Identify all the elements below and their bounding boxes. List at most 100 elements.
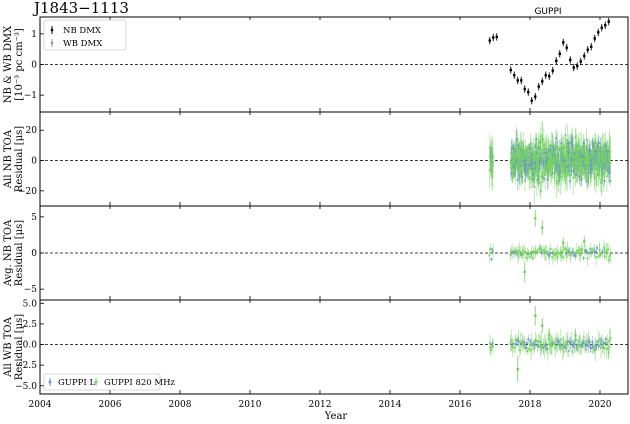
dmx-point	[537, 85, 540, 88]
x-tick-label: 2014	[379, 400, 402, 410]
y-tick-label: 1	[31, 30, 37, 40]
toa-point	[492, 345, 494, 347]
toa-point	[530, 349, 532, 351]
dmx-point	[530, 99, 533, 102]
toa-point	[525, 342, 528, 345]
toa-point	[510, 339, 513, 342]
dmx-point	[607, 20, 610, 23]
toa-point	[529, 175, 531, 178]
toa-point	[557, 340, 560, 343]
toa-point	[531, 344, 534, 347]
toa-point	[511, 171, 514, 174]
toa-point	[594, 168, 596, 171]
toa-point	[527, 253, 530, 256]
dmx-point	[600, 26, 603, 29]
toa-point	[608, 339, 611, 342]
toa-point	[516, 339, 518, 342]
toa-point	[559, 253, 562, 255]
toa-point	[585, 249, 588, 252]
toa-point	[555, 167, 557, 170]
toa-point	[593, 250, 596, 253]
toa-point	[517, 252, 520, 255]
y-tick-label: −1	[24, 91, 37, 101]
toa-point	[588, 339, 591, 342]
toa-point	[524, 162, 526, 165]
toa-point	[609, 179, 612, 182]
y-axis-label: [10⁻³ pc cm⁻³]	[14, 28, 25, 101]
toa-point	[594, 147, 597, 150]
toa-point	[595, 148, 598, 151]
toa-point	[566, 343, 569, 346]
toa-point	[549, 344, 552, 347]
x-axis-label: Year	[324, 411, 348, 422]
toa-point	[551, 172, 554, 174]
toa-point	[518, 149, 521, 152]
panel-wb: −5.0 −2.5 0.0 2.5 5.0 2004 2006 2008 2010 2012 201…	[3, 299, 629, 410]
toa-point	[550, 173, 552, 176]
toa-point	[559, 170, 562, 173]
toa-point	[562, 248, 565, 251]
toa-point	[551, 256, 554, 259]
toa-point	[521, 340, 523, 342]
toa-point	[588, 341, 590, 344]
toa-point	[549, 145, 552, 147]
toa-point	[603, 248, 606, 251]
legend-guppi-820: GUPPI 820 MHz	[104, 378, 175, 388]
toa-point	[604, 342, 607, 345]
toa-point	[605, 338, 607, 340]
backend-annotation: GUPPI	[534, 7, 561, 17]
toa-point	[558, 343, 561, 346]
legend-box	[43, 373, 161, 391]
dmx-point	[558, 52, 561, 55]
toa-point	[549, 343, 552, 346]
toa-point	[602, 347, 604, 349]
toa-point	[544, 344, 547, 347]
toa-point	[590, 252, 592, 254]
y-tick-label: 0	[31, 61, 37, 71]
toa-point	[541, 135, 543, 138]
x-tick-label: 2010	[239, 400, 262, 410]
outlier-point	[541, 226, 544, 229]
toa-point	[578, 248, 581, 251]
toa-point	[583, 142, 585, 145]
toa-point	[597, 345, 600, 347]
dmx-point	[593, 37, 596, 40]
y-tick-label: 5	[31, 213, 37, 223]
toa-point	[559, 175, 562, 178]
toa-point	[582, 165, 585, 167]
toa-point	[514, 249, 517, 252]
toa-point	[527, 171, 529, 174]
toa-point	[569, 342, 572, 345]
toa-point	[594, 158, 597, 161]
toa-point	[530, 342, 533, 345]
toa-point	[565, 341, 568, 344]
toa-point	[491, 174, 494, 177]
toa-point	[541, 251, 543, 254]
toa-point	[567, 165, 570, 167]
toa-point	[515, 250, 518, 253]
toa-point	[607, 248, 610, 251]
dmx-point	[551, 69, 554, 72]
toa-point	[560, 142, 563, 145]
toa-point	[553, 154, 556, 157]
toa-point	[535, 339, 538, 342]
toa-point	[567, 157, 570, 159]
toa-point	[555, 251, 558, 254]
toa-point	[515, 343, 518, 346]
toa-point	[606, 251, 608, 253]
toa-point	[587, 169, 590, 172]
toa-point	[605, 163, 608, 166]
x-tick-label: 2012	[309, 400, 332, 410]
toa-point	[523, 160, 526, 162]
toa-point	[585, 168, 588, 171]
toa-point	[530, 167, 533, 170]
toa-point	[545, 347, 548, 350]
toa-point	[560, 254, 563, 257]
toa-point	[537, 147, 540, 150]
toa-point	[609, 150, 612, 153]
toa-point	[516, 338, 519, 340]
toa-point	[575, 249, 578, 252]
toa-point	[600, 339, 603, 342]
toa-point	[603, 255, 606, 258]
